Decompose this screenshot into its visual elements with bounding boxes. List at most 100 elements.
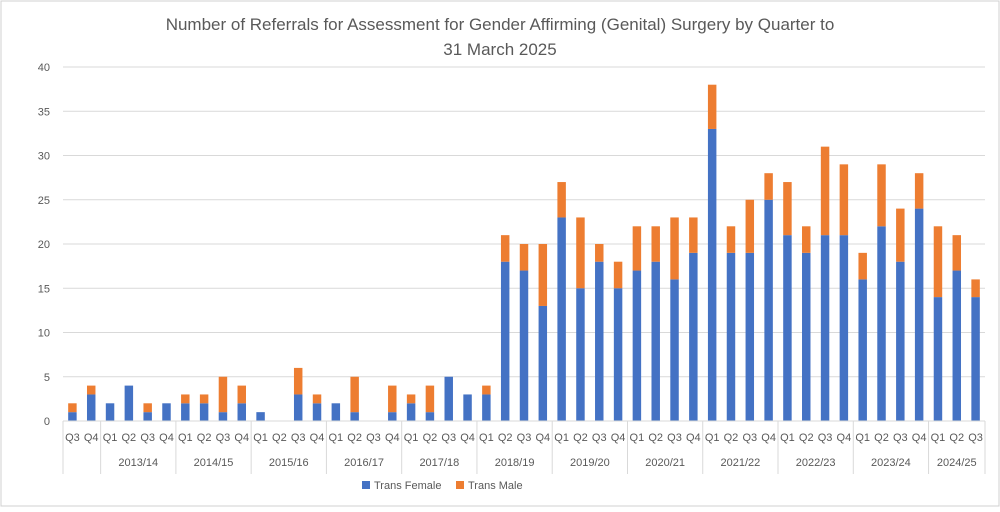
bar-trans-female [237,403,246,421]
y-tick-label: 20 [38,239,50,251]
bar-trans-female [350,412,359,421]
bar-trans-male [802,226,811,253]
bar-trans-female [877,226,886,421]
x-quarter-label: Q1 [103,432,118,444]
x-quarter-label: Q2 [423,432,438,444]
bar-trans-male [689,217,698,253]
x-group-label: 2018/19 [495,457,535,469]
x-quarter-label: Q4 [837,432,852,444]
bar-trans-female [444,376,453,421]
bar-trans-male [783,182,792,236]
x-quarter-label: Q1 [253,432,268,444]
x-quarter-label: Q2 [648,432,663,444]
x-group-label: 2015/16 [269,457,309,469]
legend-label-trans-male: Trans Male [468,480,523,492]
bar-trans-female [86,394,96,421]
bar-trans-male [482,385,491,395]
bar-trans-female [331,403,341,421]
y-tick-label: 40 [38,62,50,74]
x-group-label: 2020/21 [645,457,685,469]
bar-trans-female [68,412,77,421]
bar-trans-male [952,235,962,271]
bar-trans-female [632,270,642,421]
bars [68,84,980,421]
bar-trans-female [557,217,566,421]
bar-trans-female [707,128,717,421]
bar-trans-male [181,394,190,404]
bar-trans-male [218,376,228,413]
x-quarter-label: Q3 [517,432,532,444]
bar-trans-female [651,261,660,421]
x-quarter-label: Q4 [84,432,99,444]
x-quarter-label: Q2 [799,432,814,444]
x-quarter-label: Q2 [347,432,362,444]
x-quarter-label: Q4 [535,432,550,444]
bar-trans-female [406,403,416,421]
bar-trans-female [726,252,736,421]
x-group-label: 2024/25 [937,457,977,469]
x-quarter-label: Q4 [912,432,927,444]
bar-trans-male [651,226,660,262]
x-quarter-label: Q4 [234,432,249,444]
bar-trans-female [858,279,867,421]
x-quarter-label: Q1 [780,432,795,444]
x-group-label: 2019/20 [570,457,610,469]
x-quarter-label: Q4 [159,432,174,444]
bar-trans-female [425,412,435,421]
bar-trans-male [557,182,566,218]
bar-trans-female [538,305,548,421]
x-quarter-label: Q1 [931,432,946,444]
bar-trans-female [820,235,830,421]
x-quarter-label: Q2 [874,432,889,444]
x-quarter-label: Q1 [178,432,193,444]
x-group-label: 2016/17 [344,457,384,469]
legend-label-trans-female: Trans Female [374,480,441,492]
bar-trans-male [576,217,585,289]
x-group-label: 2017/18 [419,457,459,469]
bar-trans-male [632,226,642,271]
bar-trans-female [388,412,397,421]
x-quarter-label: Q1 [404,432,419,444]
x-quarter-label: Q3 [291,432,306,444]
x-axis: Q3 Q4 Q1 Q2 Q3 Q4 Q1 Q2 Q3 Q4 Q1 Q2 Q3 Q4 Q1 Q2 Q3 Q4 Q1 Q2… [62,420,986,474]
bar-trans-male [745,199,755,253]
bar-trans-male [500,235,510,262]
y-tick-label: 25 [38,195,50,207]
bar-trans-female [839,235,849,421]
bar-trans-male [199,394,209,404]
x-quarter-label: Q3 [742,432,757,444]
bar-trans-female [933,297,943,421]
x-quarter-label: Q2 [272,432,287,444]
bar-trans-male [613,261,623,289]
bar-trans-female [162,403,171,421]
bar-trans-male [519,244,529,271]
bar-trans-female [613,288,623,421]
x-quarter-label: Q1 [328,432,343,444]
x-quarter-label: Q1 [855,432,870,444]
bar-trans-male [143,403,152,413]
bar-trans-female [689,252,698,421]
bar-trans-female [105,403,115,421]
y-tick-label: 35 [38,106,50,118]
x-quarter-label: Q4 [385,432,400,444]
bar-trans-female [595,261,604,421]
legend: Trans Female Trans Male [362,480,523,492]
bar-trans-male [707,84,717,129]
x-quarter-label: Q4 [460,432,475,444]
x-quarter-label: Q4 [611,432,626,444]
bar-trans-male [896,208,905,262]
bar-trans-male [388,385,397,413]
bar-trans-female [576,288,585,421]
bar-trans-male [933,226,943,298]
x-quarter-label: Q1 [630,432,645,444]
x-quarter-label: Q3 [893,432,908,444]
x-quarter-label: Q4 [686,432,701,444]
y-tick-label: 0 [44,416,50,428]
bar-trans-female [764,199,773,421]
bar-trans-female [463,394,472,421]
bar-trans-male [914,173,924,209]
bar-trans-female [181,403,190,421]
x-quarter-label: Q2 [949,432,964,444]
